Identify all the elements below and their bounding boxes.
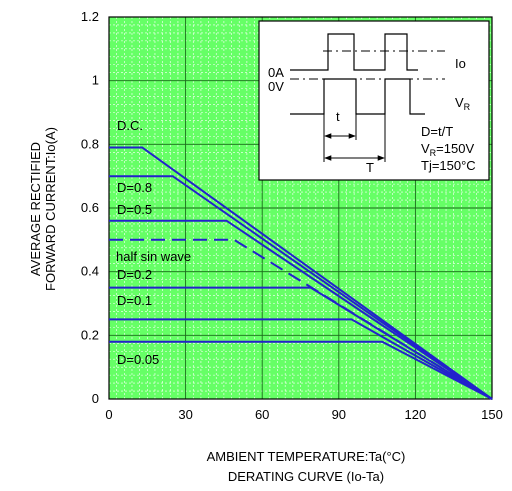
- inset-vr-value: VR=150V: [421, 141, 474, 158]
- series-line-d-0-05: [109, 340, 493, 400]
- series-line-d-0-2: [109, 286, 493, 400]
- inset-t-label: t: [336, 109, 340, 124]
- label-d05: D=0.5: [117, 202, 152, 217]
- y-tick-label: 0.8: [81, 136, 99, 151]
- chart-title: DERATING CURVE (Io-Ta): [228, 469, 384, 484]
- inset-vr-label: VR: [455, 95, 471, 112]
- x-tick-label: 120: [405, 407, 427, 422]
- x-tick-label: 30: [178, 407, 192, 422]
- label-d005: D=0.05: [117, 352, 159, 367]
- label-dc: D.C.: [117, 118, 143, 133]
- label-d02: D=0.2: [117, 267, 152, 282]
- x-tick-label: 90: [332, 407, 346, 422]
- y-tick-label: 0: [92, 391, 99, 406]
- y-tick-label: 1: [92, 73, 99, 88]
- inset-tj-label: Tj=150°C: [421, 158, 476, 173]
- series-line-d-0-5: [109, 219, 493, 400]
- inset-T-label: T: [366, 160, 374, 175]
- x-tick-label: 0: [105, 407, 112, 422]
- io-waveform: [290, 33, 418, 71]
- label-d01: D=0.1: [117, 293, 152, 308]
- y-tick-label: 0.2: [81, 327, 99, 342]
- y-axis-label-line1: AVERAGE RECTIFIED: [28, 142, 43, 276]
- label-d08: D=0.8: [117, 180, 152, 195]
- vr-waveform: [290, 78, 425, 115]
- series-line-d-0-1: [109, 318, 493, 400]
- y-tick-label: 1.2: [81, 9, 99, 24]
- y-axis-label: AVERAGE RECTIFIED FORWARD CURRENT:Io(A): [28, 127, 58, 291]
- x-tick-label: 150: [481, 407, 503, 422]
- inset-box: Io 0A 0V VR t T D=t/T VR=150V Tj=150°C: [258, 20, 490, 181]
- label-half-sin: half sin wave: [116, 249, 191, 264]
- y-tick-label: 0.6: [81, 200, 99, 215]
- x-axis-label: AMBIENT TEMPERATURE:Ta(°C): [207, 449, 406, 464]
- inset-0a-label: 0A: [268, 65, 284, 80]
- series-line-d-0-8: [109, 175, 493, 400]
- x-tick-labels: 0 30 60 90 120 150: [105, 407, 502, 422]
- plot-frame: [108, 16, 493, 400]
- inset-0v-label: 0V: [268, 79, 284, 94]
- inset-duty-label: D=t/T: [421, 124, 453, 139]
- inset-background: [258, 20, 490, 181]
- y-axis-label-line2: FORWARD CURRENT:Io(A): [43, 127, 58, 291]
- series-layer: [109, 146, 493, 400]
- inset-io-label: Io: [455, 56, 466, 71]
- x-tick-label: 60: [255, 407, 269, 422]
- series-line-d-c-: [109, 146, 493, 400]
- y-tick-labels: 0 0.2 0.4 0.6 0.8 1 1.2: [81, 9, 99, 406]
- y-tick-label: 0.4: [81, 264, 99, 279]
